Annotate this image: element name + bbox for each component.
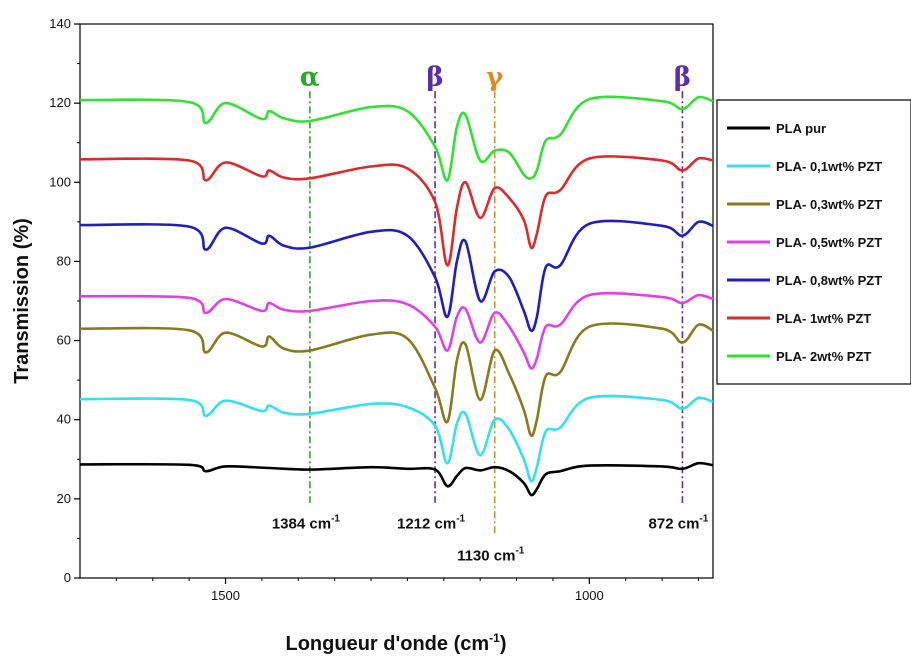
series-line-6 <box>79 95 714 182</box>
x-axis-title-end: ) <box>500 633 507 655</box>
x-axis-title-sup: -1 <box>489 631 500 645</box>
x-axis-title-main: Longueur d'onde (cm <box>286 633 490 655</box>
legend-label: PLA- 0,5wt% PZT <box>776 235 882 250</box>
series-line-2 <box>79 322 714 438</box>
series-layer <box>79 95 714 497</box>
annotation-symbol: β <box>674 62 691 92</box>
legend-items: PLA pur PLA- 0,1wt% PZT PLA- 0,3wt% PZT PLA… <box>727 121 882 364</box>
annotation-symbol: β <box>426 62 443 92</box>
series-line-3 <box>79 291 714 370</box>
y-tick-label: 20 <box>57 491 71 506</box>
y-tick-label: 0 <box>64 570 71 585</box>
annotation-label-sup: -1 <box>331 514 340 525</box>
annotation-label-sup: -1 <box>456 514 465 525</box>
annotation-label: 1130 cm-1 <box>457 545 525 564</box>
series-line-4 <box>79 219 714 333</box>
legend-label: PLA- 1wt% PZT <box>776 311 871 326</box>
legend-label: PLA pur <box>776 121 826 136</box>
annotation-label: 1384 cm-1 <box>272 514 341 533</box>
annotation-label-text: 1212 cm <box>397 516 456 533</box>
annotation-label-sup: -1 <box>699 514 708 525</box>
legend-label: PLA- 0,1wt% PZT <box>776 159 882 174</box>
annotation-label: 1212 cm-1 <box>397 514 466 533</box>
annotation-label-text: 1130 cm <box>457 547 515 564</box>
series-line-1 <box>79 394 714 483</box>
annotation-label-text: 1384 cm <box>272 516 331 533</box>
y-tick-label: 40 <box>57 412 71 427</box>
annotation-label-text: 872 cm <box>649 516 700 533</box>
legend-label: PLA- 2wt% PZT <box>776 349 871 364</box>
series-line-5 <box>79 155 714 267</box>
annotation-label-sup: -1 <box>515 545 524 556</box>
y-tick-label: 140 <box>49 16 71 31</box>
y-tick-label: 60 <box>57 333 71 348</box>
x-tick-label: 1500 <box>211 588 240 603</box>
axes-layer: 0 20 40 60 80 100 120 140 1500 1000 <box>49 16 699 603</box>
y-tick-label: 100 <box>49 174 71 189</box>
annotation-symbol: α <box>300 62 320 92</box>
x-axis-title: Longueur d'onde (cm-1) <box>286 631 507 655</box>
y-tick-label: 120 <box>49 95 71 110</box>
y-tick-label: 80 <box>57 253 71 268</box>
x-tick-label: 1000 <box>575 588 604 603</box>
annotation-label: 872 cm-1 <box>649 514 709 533</box>
annotation-symbol: γ <box>486 62 504 92</box>
legend-label: PLA- 0,3wt% PZT <box>776 197 882 212</box>
legend-label: PLA- 0,8wt% PZT <box>776 273 882 288</box>
series-line-0 <box>79 461 714 497</box>
y-axis-title: Transmission (%) <box>11 218 33 384</box>
legend: PLA pur PLA- 0,1wt% PZT PLA- 0,3wt% PZT PLA… <box>716 99 911 385</box>
